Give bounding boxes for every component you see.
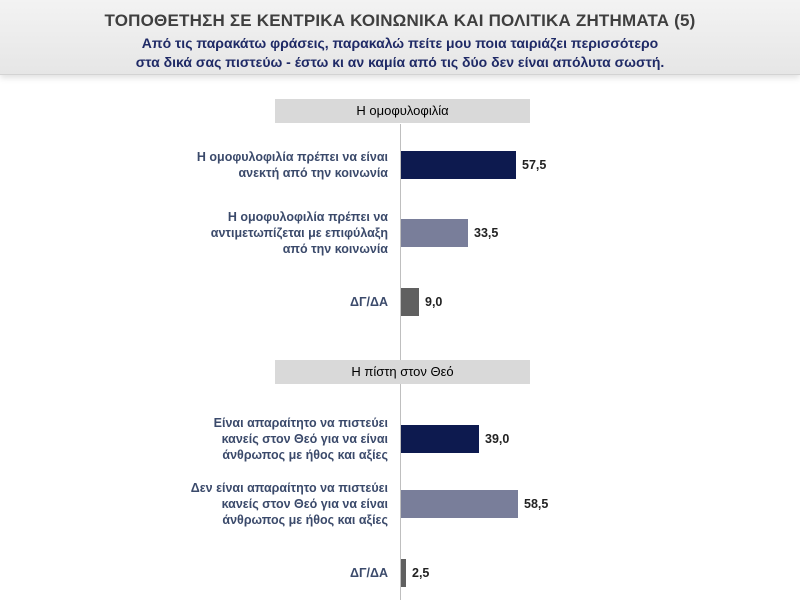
bar-label-line: ΔΓ/ΔΑ <box>350 566 388 580</box>
bar-label: Είναι απαραίτητο να πιστεύει κανείς στον … <box>158 415 388 463</box>
bar <box>401 490 518 518</box>
bar <box>401 559 406 587</box>
bar-label: ΔΓ/ΔΑ <box>158 565 388 581</box>
page-header: ΤΟΠΟΘΕΤΗΣΗ ΣΕ ΚΕΝΤΡΙΚΑ ΚΟΙΝΩΝΙΚΑ ΚΑΙ ΠΟΛ… <box>0 0 800 75</box>
bar-label-line: κανείς στον Θεό για να είναι <box>221 432 388 446</box>
section-header-homosexuality: Η ομοφυλοφιλία <box>275 99 530 123</box>
bar <box>401 425 479 453</box>
bar-value-label: 2,5 <box>412 566 430 580</box>
bar-label-line: Δεν είναι απαραίτητο να πιστεύει <box>190 481 388 495</box>
bar-value-label: 39,0 <box>485 432 510 446</box>
bar-value-label: 9,0 <box>425 295 443 309</box>
bar-label-line: άνθρωπος με ήθος και αξίες <box>222 448 388 462</box>
bar <box>401 151 516 179</box>
question-text-line-1: Από τις παρακάτω φράσεις, παρακαλώ πείτε… <box>141 35 659 51</box>
bar-label: Η ομοφυλοφιλία πρέπει να είναι ανεκτή από… <box>158 149 388 181</box>
question-text-line-2: στα δικά σας πιστεύω - έστω κι αν καμία … <box>135 54 665 70</box>
bar-label-line: Η ομοφυλοφιλία πρέπει να είναι <box>196 150 388 164</box>
bar-label-line: άνθρωπος με ήθος και αξίες <box>222 513 388 527</box>
bar-label-line: Είναι απαραίτητο να πιστεύει <box>213 416 388 430</box>
bar-label-line: κανείς στον Θεό για να είναι <box>221 497 388 511</box>
bar-label-line: ΔΓ/ΔΑ <box>350 295 388 309</box>
bar-value-label: 57,5 <box>522 158 547 172</box>
bar-label-line: Η ομοφυλοφιλία πρέπει να <box>227 210 388 224</box>
bar-label-line: ανεκτή από την κοινωνία <box>238 166 388 180</box>
bar-value-label: 33,5 <box>474 226 499 240</box>
bar <box>401 219 468 247</box>
bar-label-line: αντιμετωπίζεται με επιφύλαξη <box>210 226 388 240</box>
bar-value-label: 58,5 <box>524 497 549 511</box>
bar-label-line: από την κοινωνία <box>282 242 388 256</box>
bar-label: ΔΓ/ΔΑ <box>158 294 388 310</box>
bar-label: Δεν είναι απαραίτητο να πιστεύει κανείς σ… <box>158 480 388 528</box>
page-title: ΤΟΠΟΘΕΤΗΣΗ ΣΕ ΚΕΝΤΡΙΚΑ ΚΟΙΝΩΝΙΚΑ ΚΑΙ ΠΟΛ… <box>104 11 696 30</box>
bar <box>401 288 419 316</box>
section-header-faith-in-god: Η πίστη στον Θεό <box>275 360 530 384</box>
bar-label: Η ομοφυλοφιλία πρέπει να αντιμετωπίζεται … <box>158 209 388 257</box>
